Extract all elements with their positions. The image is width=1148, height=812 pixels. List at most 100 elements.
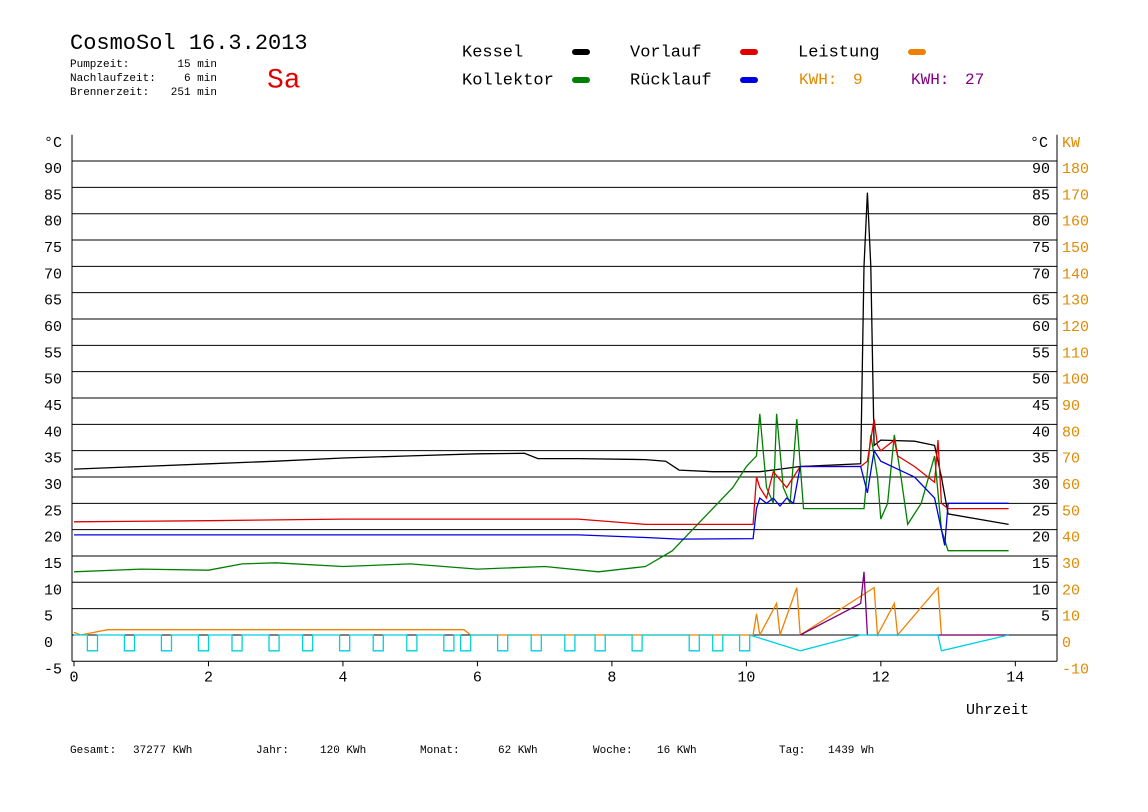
y-tick-label: -5: [44, 661, 62, 678]
legend-label: Kessel: [462, 43, 523, 62]
y-tick-label: 50: [44, 372, 62, 389]
y-tick-label: 70: [44, 266, 62, 283]
series-line: [799, 571, 1009, 636]
y-tick-label: 80: [44, 214, 62, 231]
kwh-value: 9: [853, 71, 863, 89]
total-label: Monat:: [420, 745, 460, 757]
legend-label: Leistung: [798, 43, 880, 62]
y-right-tick-label: 15: [1032, 556, 1050, 573]
info-label: Pumpzeit:: [70, 59, 129, 71]
y2-tick-label: 70: [1062, 451, 1080, 468]
y2-tick-label: 140: [1062, 266, 1089, 283]
y-right-tick-label: 45: [1032, 398, 1050, 415]
y-right-tick-label: 55: [1032, 345, 1050, 362]
y-right-tick-label: 80: [1032, 214, 1050, 231]
y2-tick-label: 150: [1062, 240, 1089, 257]
y2-tick-label: 120: [1062, 319, 1089, 336]
y-right-tick-label: 5: [1041, 609, 1050, 626]
y2-tick-label: -10: [1062, 661, 1089, 678]
y-label: °C: [44, 135, 62, 152]
y-tick-label: 60: [44, 319, 62, 336]
series-line: [74, 634, 1009, 652]
kwh-value: 27: [965, 71, 984, 89]
y-tick-label: 10: [44, 582, 62, 599]
y-tick-label: 55: [44, 345, 62, 362]
y2-tick-label: 130: [1062, 293, 1089, 310]
info-value: 6 min: [184, 73, 217, 85]
legend-label: Vorlauf: [630, 43, 701, 62]
total-label: Gesamt:: [70, 745, 116, 757]
y-tick-label: 45: [44, 398, 62, 415]
total-value: 1439 Wh: [828, 745, 874, 757]
y-tick-label: 90: [44, 161, 62, 178]
series-line: [74, 448, 1009, 546]
y-right-tick-label: 40: [1032, 424, 1050, 441]
y-right-tick-label: 35: [1032, 451, 1050, 468]
y-right-label: °C: [1030, 135, 1048, 152]
x-tick-label: 12: [872, 669, 890, 686]
y-tick-label: 30: [44, 477, 62, 494]
y-right-tick-label: 75: [1032, 240, 1050, 257]
y-right-tick-label: 30: [1032, 477, 1050, 494]
y-right-tick-label: 90: [1032, 161, 1050, 178]
series-line: [73, 585, 1009, 638]
day: Sa: [267, 65, 301, 96]
y-right-tick-label: 70: [1032, 266, 1050, 283]
info-value: 15 min: [177, 59, 217, 71]
y2-tick-label: 0: [1062, 635, 1071, 652]
y-tick-label: 25: [44, 503, 62, 520]
y2-tick-label: 100: [1062, 372, 1089, 389]
y-tick-label: 15: [44, 556, 62, 573]
y2-tick-label: 80: [1062, 424, 1080, 441]
x-tick-label: 2: [204, 669, 213, 686]
y2-tick-label: 90: [1062, 398, 1080, 415]
y2-tick-label: 20: [1062, 582, 1080, 599]
x-tick-label: 10: [737, 669, 755, 686]
kwh-label: KWH:: [799, 71, 837, 89]
x-label: Uhrzeit: [966, 702, 1029, 719]
series-line: [73, 413, 1009, 573]
y-tick-label: 35: [44, 451, 62, 468]
info-value: 251 min: [171, 87, 217, 99]
total-label: Tag:: [779, 745, 805, 757]
y-tick-label: 5: [44, 609, 53, 626]
y-tick-label: 0: [44, 635, 53, 652]
y-tick-label: 75: [44, 240, 62, 257]
chart-title: CosmoSol 16.3.2013: [70, 31, 308, 56]
y2-tick-label: 180: [1062, 161, 1089, 178]
x-tick-label: 4: [338, 669, 347, 686]
info-label: Brennerzeit:: [70, 87, 149, 99]
y-right-tick-label: 25: [1032, 503, 1050, 520]
y2-tick-label: 10: [1062, 609, 1080, 626]
x-tick-label: 0: [69, 669, 78, 686]
total-value: 120 KWh: [320, 745, 366, 757]
y2-tick-label: 40: [1062, 530, 1080, 547]
y-tick-label: 40: [44, 424, 62, 441]
y-right-tick-label: 60: [1032, 319, 1050, 336]
legend-label: Rücklauf: [630, 71, 712, 90]
y-right-tick-label: 10: [1032, 582, 1050, 599]
legend-label: Kollektor: [462, 71, 554, 90]
x-tick-label: 6: [473, 669, 482, 686]
x-tick-label: 8: [607, 669, 616, 686]
y-right-tick-label: 85: [1032, 187, 1050, 204]
y2-tick-label: 110: [1062, 345, 1089, 362]
series-line: [73, 418, 1009, 526]
y2-tick-label: 60: [1062, 477, 1080, 494]
y2-tick-label: 50: [1062, 503, 1080, 520]
y-right-tick-label: 20: [1032, 530, 1050, 547]
y2-label: KW: [1062, 135, 1080, 152]
series-line: [73, 192, 1009, 526]
y2-tick-label: 160: [1062, 214, 1089, 231]
total-value: 37277 KWh: [133, 745, 192, 757]
total-value: 62 KWh: [498, 745, 538, 757]
y-right-tick-label: 65: [1032, 293, 1050, 310]
total-value: 16 KWh: [657, 745, 697, 757]
y-right-tick-label: 50: [1032, 372, 1050, 389]
total-label: Jahr:: [256, 745, 289, 757]
y-tick-label: 85: [44, 187, 62, 204]
total-label: Woche:: [593, 745, 633, 757]
info-label: Nachlaufzeit:: [70, 73, 156, 85]
y2-tick-label: 30: [1062, 556, 1080, 573]
